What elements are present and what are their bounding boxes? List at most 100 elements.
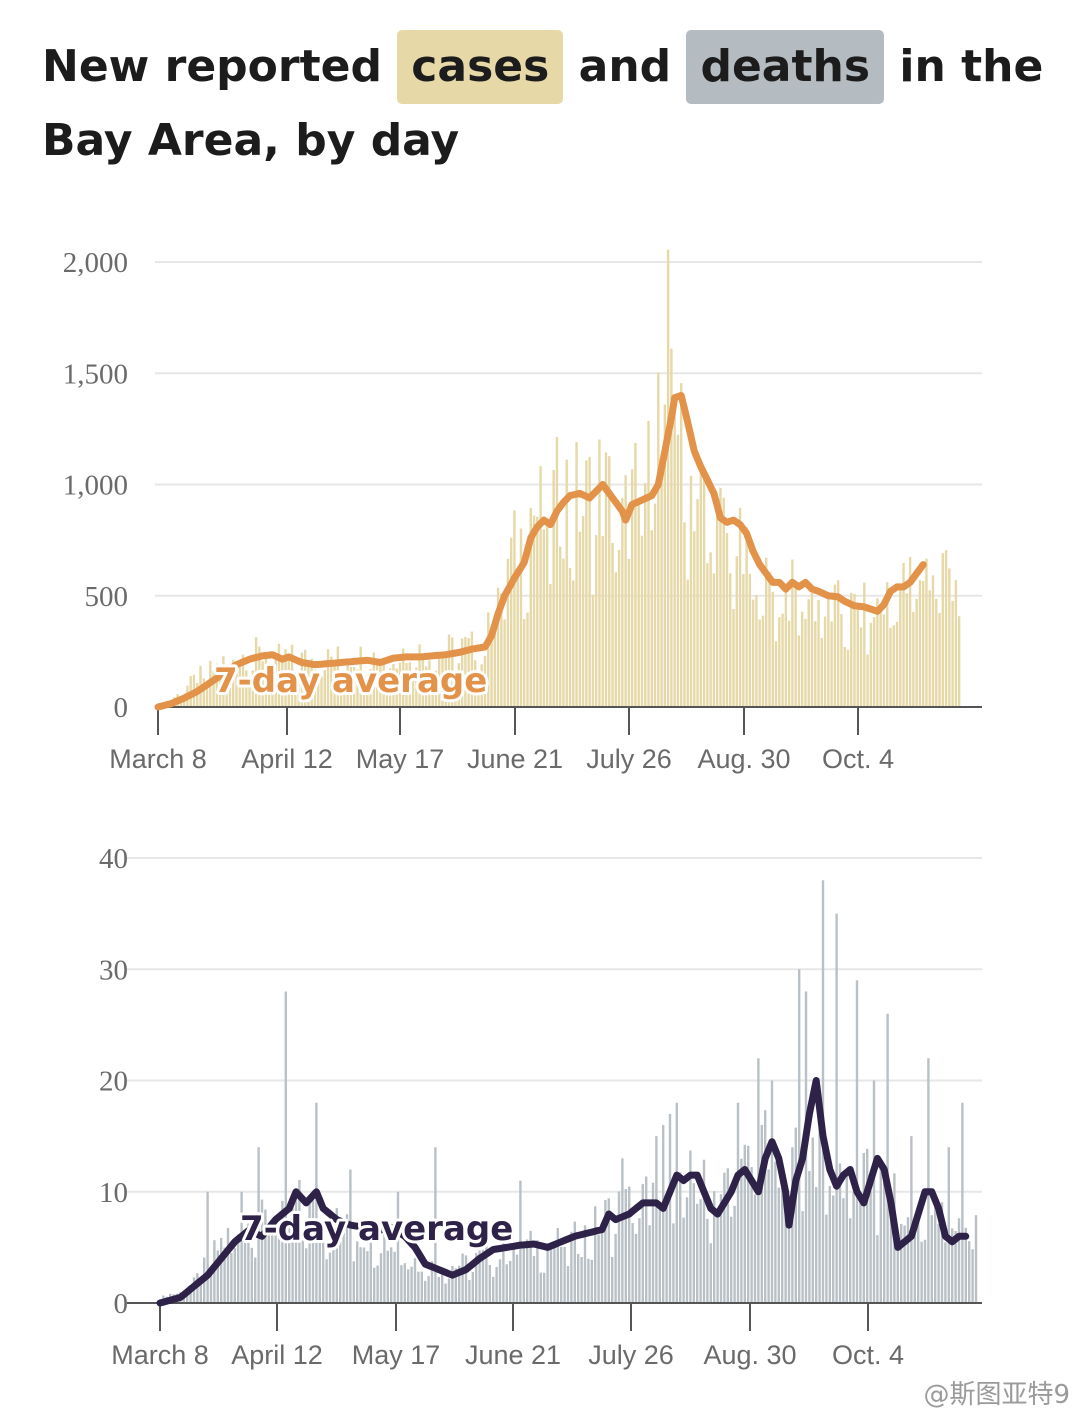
daily-bar xyxy=(457,663,461,707)
daily-bar xyxy=(483,655,487,707)
daily-bar xyxy=(182,1295,185,1303)
daily-bar xyxy=(390,1247,393,1303)
deaths-highlight: deaths xyxy=(686,30,885,104)
daily-bar xyxy=(784,586,788,707)
daily-bar xyxy=(719,1194,723,1303)
daily-bar xyxy=(928,590,931,707)
daily-bar xyxy=(682,1217,685,1303)
daily-bar xyxy=(604,452,608,707)
daily-bar xyxy=(818,1110,821,1303)
daily-bar xyxy=(665,1193,668,1303)
daily-bar xyxy=(903,1225,906,1303)
daily-bar xyxy=(696,499,699,707)
daily-bar xyxy=(577,1253,580,1303)
y-tick-label: 0 xyxy=(114,692,129,724)
daily-bar xyxy=(753,1194,757,1303)
daily-bar xyxy=(849,1218,852,1303)
daily-bar xyxy=(420,1271,423,1303)
daily-bar xyxy=(487,612,490,707)
daily-bar xyxy=(509,537,513,707)
daily-bar xyxy=(817,600,820,707)
daily-bar xyxy=(346,663,349,707)
daily-bar xyxy=(519,528,523,707)
daily-bar xyxy=(730,1216,733,1303)
daily-bar xyxy=(258,646,261,707)
daily-bar xyxy=(755,595,758,707)
daily-bar xyxy=(869,1190,872,1303)
daily-bar xyxy=(876,1235,879,1303)
daily-bar xyxy=(611,543,614,707)
daily-bar xyxy=(506,558,510,707)
daily-bar xyxy=(215,663,219,707)
daily-bar xyxy=(598,439,601,707)
daily-bar xyxy=(830,621,833,707)
daily-bar xyxy=(481,1249,485,1303)
daily-bar xyxy=(376,1265,379,1303)
daily-bar xyxy=(784,1206,787,1303)
daily-bar xyxy=(771,592,774,707)
daily-bar xyxy=(821,880,825,1303)
x-tick-label: March 8 xyxy=(111,1340,209,1370)
daily-bar xyxy=(781,613,784,707)
daily-bar xyxy=(318,1220,321,1303)
daily-bar xyxy=(843,647,846,707)
daily-bar xyxy=(590,1259,593,1303)
daily-bar xyxy=(876,598,879,707)
x-tick-label: April 12 xyxy=(241,744,333,774)
daily-bar xyxy=(411,674,415,707)
daily-bar xyxy=(485,1243,488,1303)
daily-bar xyxy=(889,627,892,707)
daily-bar xyxy=(339,1223,342,1303)
daily-bar xyxy=(434,1147,437,1303)
daily-bar xyxy=(845,1171,848,1303)
daily-bar xyxy=(345,1214,349,1303)
x-tick-label: June 21 xyxy=(465,1340,561,1370)
daily-bar xyxy=(634,443,637,707)
daily-bar xyxy=(594,1206,597,1303)
daily-bar xyxy=(722,497,725,707)
daily-bar xyxy=(565,459,568,707)
x-tick-label: March 8 xyxy=(109,744,207,774)
daily-bar xyxy=(243,1233,247,1303)
daily-bar xyxy=(454,673,457,707)
daily-bar xyxy=(968,1241,971,1303)
daily-bar xyxy=(621,498,624,707)
daily-bar xyxy=(284,991,287,1303)
daily-bar xyxy=(257,1147,260,1303)
daily-bar xyxy=(326,649,330,707)
daily-bar xyxy=(539,1272,542,1303)
daily-bar xyxy=(196,1273,199,1303)
daily-bar xyxy=(274,1229,277,1303)
watermark: @斯图亚特9 xyxy=(923,1380,1070,1410)
daily-bar xyxy=(912,611,915,707)
title-and: and xyxy=(578,41,672,92)
daily-bar xyxy=(373,1267,376,1303)
daily-bar xyxy=(261,661,264,707)
daily-bar xyxy=(740,1158,743,1303)
daily-bar xyxy=(431,677,434,707)
daily-bar xyxy=(797,635,801,707)
daily-bar xyxy=(402,648,405,707)
seven-day-average-label: 7-day average xyxy=(240,1209,513,1249)
daily-bar xyxy=(477,675,480,707)
daily-bar xyxy=(441,1272,444,1303)
daily-bar xyxy=(944,550,948,707)
daily-bar xyxy=(715,497,719,707)
daily-bar xyxy=(971,1249,974,1303)
daily-bar xyxy=(553,1244,556,1303)
seven-day-average-line xyxy=(156,1077,970,1307)
daily-bar xyxy=(444,652,447,707)
x-tick-label: April 12 xyxy=(231,1340,323,1370)
daily-bar xyxy=(267,664,271,707)
daily-bar xyxy=(666,249,670,708)
daily-bar xyxy=(581,516,585,707)
daily-bar xyxy=(961,1102,964,1303)
x-tick-label: July 26 xyxy=(588,1340,674,1370)
daily-bar xyxy=(800,611,804,707)
daily-bar xyxy=(892,625,895,707)
daily-bar xyxy=(594,535,598,707)
daily-bar xyxy=(434,670,438,707)
daily-bar xyxy=(938,612,941,707)
daily-bar xyxy=(478,1250,481,1303)
daily-bar xyxy=(301,1236,304,1303)
